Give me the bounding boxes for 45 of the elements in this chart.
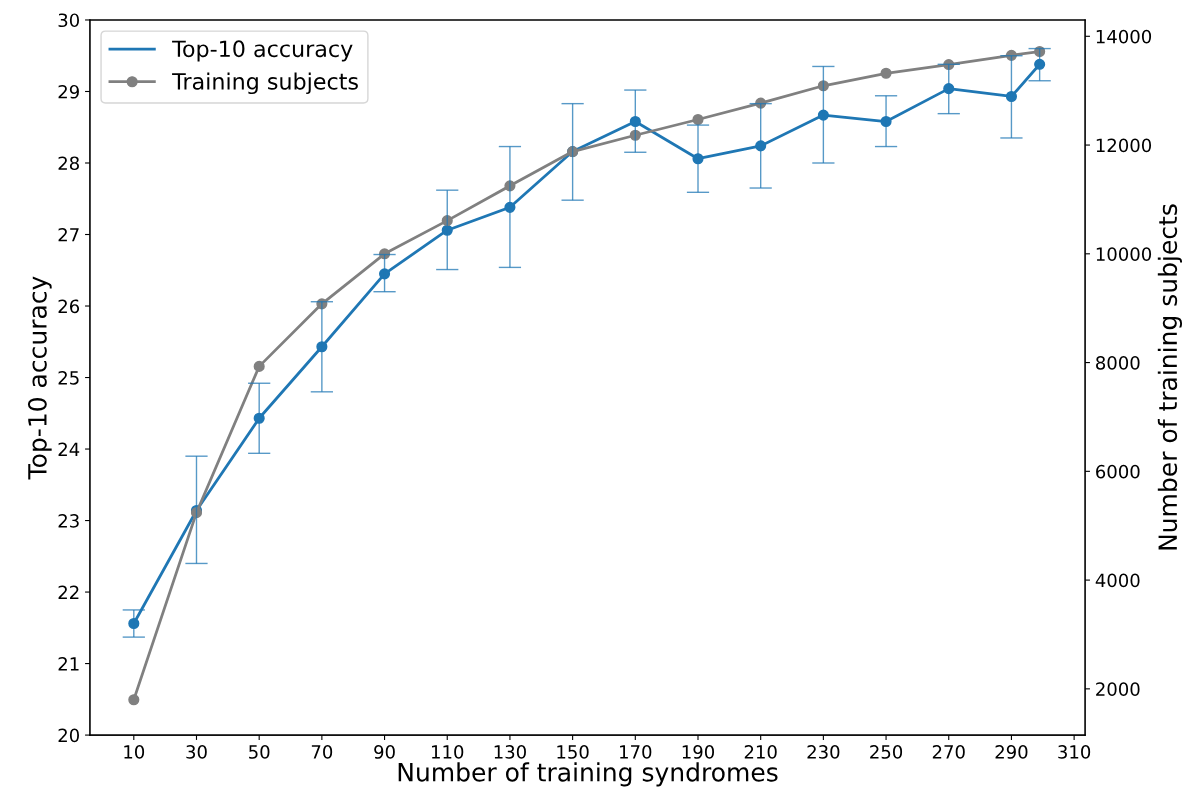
y2-tick-label: 4000 bbox=[1095, 573, 1140, 588]
x-tick-label: 30 bbox=[186, 745, 207, 759]
x-tick-label: 270 bbox=[932, 745, 965, 759]
y2-tick-label: 2000 bbox=[1096, 682, 1140, 696]
y-tick-label: 24 bbox=[58, 442, 80, 456]
y-tick-label: 30 bbox=[58, 13, 79, 28]
y-tick-label: 26 bbox=[58, 299, 80, 314]
x-tick-label: 170 bbox=[620, 745, 652, 759]
point bbox=[1005, 90, 1017, 103]
y-tick-label: 21 bbox=[58, 657, 79, 671]
y-axis-title: Top-10 accuracy bbox=[27, 276, 52, 480]
y2-tick-label: 8000 bbox=[1096, 356, 1140, 370]
y2-tick-label: 6000 bbox=[1096, 464, 1140, 479]
y-tick-label: 22 bbox=[58, 585, 79, 599]
x-axis-title: Number of training syndromes bbox=[398, 762, 778, 787]
x-tick-label: 190 bbox=[682, 745, 715, 759]
point bbox=[629, 115, 641, 128]
y-tick-label: 27 bbox=[58, 227, 79, 242]
y-tick-label: 29 bbox=[58, 84, 79, 99]
x-tick-label: 310 bbox=[1058, 745, 1091, 759]
point bbox=[880, 67, 892, 79]
y2-tick-label: 14000 bbox=[1096, 29, 1152, 44]
x-tick-label: 110 bbox=[432, 745, 464, 759]
point bbox=[692, 113, 704, 126]
y2-tick-label: 12000 bbox=[1096, 138, 1152, 153]
x-tick-label: 10 bbox=[124, 745, 145, 759]
x-tick-label: 90 bbox=[374, 745, 395, 759]
x-tick-label: 130 bbox=[494, 745, 526, 759]
x-tick-label: 250 bbox=[870, 745, 903, 759]
point bbox=[128, 694, 140, 706]
x-tick-label: 70 bbox=[311, 745, 333, 759]
legend-label: Training subjects bbox=[172, 72, 358, 95]
x-tick-label: 210 bbox=[744, 745, 777, 759]
y-tick-label: 23 bbox=[58, 514, 79, 528]
legend-label: Top-10 accuracy bbox=[172, 40, 353, 62]
y-tick-label: 28 bbox=[58, 156, 79, 171]
y2-axis-title: Number of training subjects bbox=[1157, 204, 1183, 550]
x-tick-label: 150 bbox=[557, 745, 589, 759]
x-tick-label: 230 bbox=[807, 745, 840, 759]
point bbox=[253, 360, 265, 372]
y-tick-label: 20 bbox=[58, 728, 79, 743]
y-tick-label: 25 bbox=[58, 370, 79, 385]
x-tick-label: 290 bbox=[995, 745, 1028, 759]
x-tick-label: 50 bbox=[249, 745, 270, 759]
y2-tick-label: 10000 bbox=[1096, 247, 1152, 261]
